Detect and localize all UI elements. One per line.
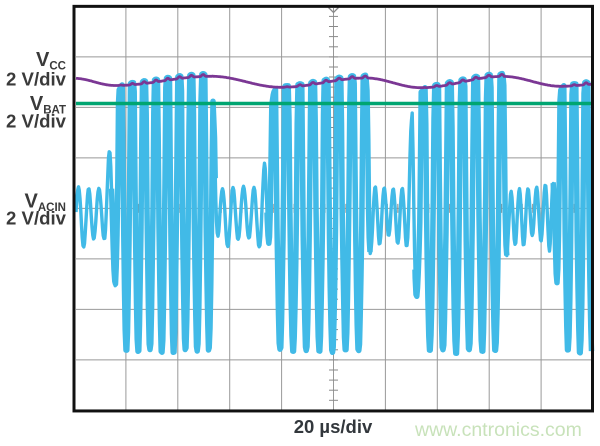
svg-text:20 µs/div: 20 µs/div bbox=[294, 416, 373, 437]
svg-text:2 V/div: 2 V/div bbox=[6, 111, 67, 132]
svg-text:2 V/div: 2 V/div bbox=[6, 208, 67, 229]
svg-text:www.cntronics.com: www.cntronics.com bbox=[414, 419, 582, 441]
svg-text:2 V/div: 2 V/div bbox=[6, 69, 67, 90]
